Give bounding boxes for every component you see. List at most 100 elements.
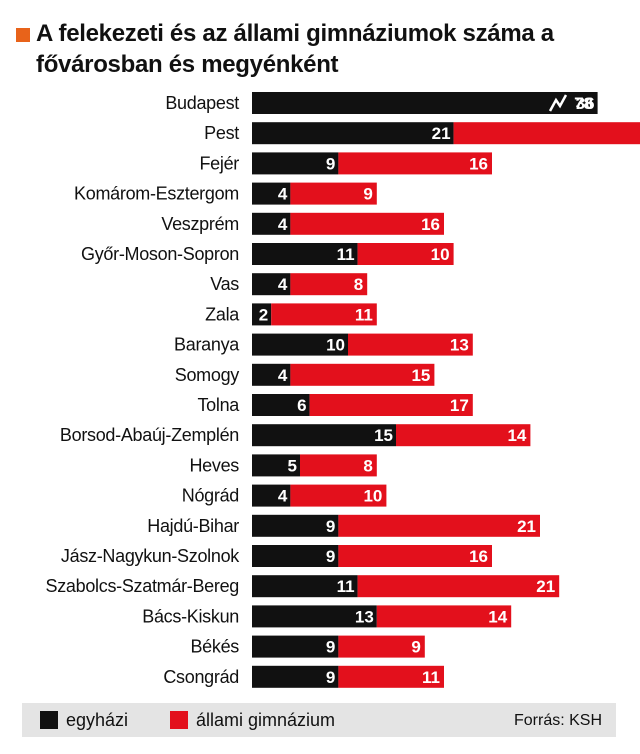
value-church-bacs-kiskun: 13: [355, 607, 374, 626]
bar-state-hajdu-bihar: [338, 514, 540, 537]
value-state-komarom-esztergom: 9: [363, 185, 372, 204]
legend-label-state: állami gimnázium: [196, 709, 336, 730]
title-square-marker: [16, 28, 30, 42]
bar-state-heves: [300, 454, 377, 477]
value-state-borsod-abauj-zemplen: 14: [507, 426, 526, 445]
value-church-budapest: 36: [576, 94, 595, 113]
value-church-somogy: 4: [278, 366, 288, 385]
value-state-tolna: 17: [450, 396, 469, 415]
bar-church-somogy: [252, 363, 291, 386]
bar-church-heves: [252, 454, 300, 477]
bar-state-baranya: [348, 333, 473, 356]
value-church-zala: 2: [259, 305, 268, 324]
value-state-somogy: 15: [411, 366, 430, 385]
bar-state-bacs-kiskun: [376, 605, 512, 628]
value-state-zala: 11: [355, 305, 373, 324]
value-church-vas: 4: [278, 275, 288, 294]
bar-state-tolna: [309, 394, 473, 416]
category-label-bekes: Békés: [190, 637, 239, 657]
bar-church-jasz-nagykun-szolnok: [252, 545, 339, 567]
bar-church-szabolcs-szatmar-bereg: [252, 575, 358, 598]
value-church-fejer: 9: [326, 154, 335, 173]
value-state-heves: 8: [363, 456, 372, 475]
value-church-jasz-nagykun-szolnok: 9: [326, 547, 335, 566]
category-label-vas: Vas: [210, 274, 239, 294]
value-church-veszprem: 4: [278, 215, 288, 234]
bar-state-nograd: [290, 484, 387, 507]
category-label-heves: Heves: [189, 455, 239, 475]
bar-church-fejer: [252, 152, 339, 175]
bar-state-jasz-nagykun-szolnok: [338, 545, 492, 567]
bar-state-borsod-abauj-zemplen: [396, 424, 531, 447]
category-label-pest: Pest: [204, 123, 239, 143]
category-label-tolna: Tolna: [197, 395, 240, 415]
bar-state-fejer: [338, 152, 492, 175]
value-state-baranya: 13: [450, 336, 469, 355]
value-church-bekes: 9: [326, 638, 335, 657]
category-label-komarom-esztergom: Komárom-Esztergom: [74, 184, 239, 204]
category-label-zala: Zala: [205, 304, 240, 324]
category-label-nograd: Nógrád: [182, 486, 239, 506]
bar-church-borsod-abauj-zemplen: [252, 424, 396, 447]
value-church-pest: 21: [432, 124, 451, 143]
chart-title: A felekezeti és az állami gimnáziumok sz…: [36, 20, 554, 78]
value-state-veszprem: 16: [421, 215, 440, 234]
category-label-fejer: Fejér: [199, 153, 239, 173]
value-church-gyor-moson-sopron: 11: [337, 245, 355, 264]
bar-state-somogy: [290, 363, 435, 386]
value-church-csongrad: 9: [326, 668, 335, 687]
bar-church-veszprem: [252, 212, 291, 235]
value-state-budapest: 78: [574, 94, 593, 113]
category-label-bacs-kiskun: Bács-Kiskun: [142, 606, 239, 626]
value-state-jasz-nagykun-szolnok: 16: [469, 547, 488, 566]
legend-swatch-state: [170, 711, 188, 729]
bar-church-bacs-kiskun: [252, 605, 377, 628]
legend-swatch-church: [40, 711, 58, 729]
legend-label-church: egyházi: [66, 709, 129, 730]
bar-church-tolna: [252, 394, 310, 416]
bar-church-gyor-moson-sopron: [252, 243, 358, 265]
bar-church-komarom-esztergom: [252, 182, 291, 205]
bar-state-bekes: [338, 635, 425, 658]
bar-state-zala: [271, 303, 377, 326]
category-label-baranya: Baranya: [174, 335, 240, 355]
bar-church-vas: [252, 273, 291, 296]
bar-church-hajdu-bihar: [252, 514, 339, 537]
axis-break-mark: [548, 94, 568, 112]
value-church-baranya: 10: [326, 336, 345, 355]
category-label-szabolcs-szatmar-bereg: Szabolcs-Szatmár-Bereg: [46, 576, 239, 596]
bar-state-gyor-moson-sopron: [357, 243, 454, 265]
legend-bar: egyházi állami gimnázium Forrás: KSH: [22, 703, 616, 737]
legend-item-church: egyházi: [40, 710, 128, 730]
bar-church-budapest: [252, 92, 598, 114]
bar-state-pest: [453, 122, 640, 145]
value-church-heves: 5: [288, 456, 297, 475]
bar-church-csongrad: [252, 665, 339, 688]
category-label-csongrad: Csongrád: [163, 667, 239, 687]
value-church-nograd: 4: [278, 487, 288, 506]
value-state-nograd: 10: [363, 487, 382, 506]
bar-church-nograd: [252, 484, 291, 507]
value-church-tolna: 6: [297, 396, 306, 415]
bar-church-baranya: [252, 333, 348, 356]
bar-state-komarom-esztergom: [290, 182, 377, 205]
value-state-szabolcs-szatmar-bereg: 21: [536, 577, 555, 596]
value-church-borsod-abauj-zemplen: 15: [374, 426, 393, 445]
bar-state-szabolcs-szatmar-bereg: [357, 575, 560, 598]
bar-state-vas: [290, 273, 368, 296]
bar-church-zala: [252, 303, 272, 326]
category-label-budapest: Budapest: [165, 93, 239, 113]
value-state-vas: 8: [354, 275, 363, 294]
value-state-bekes: 9: [411, 638, 420, 657]
value-state-gyor-moson-sopron: 10: [431, 245, 450, 264]
bar-church-pest: [252, 122, 454, 145]
value-state-fejer: 16: [469, 154, 488, 173]
category-label-somogy: Somogy: [175, 365, 240, 385]
bar-state-veszprem: [290, 212, 444, 235]
value-state-csongrad: 11: [422, 668, 440, 687]
category-label-jasz-nagykun-szolnok: Jász-Nagykun-Szolnok: [61, 546, 240, 566]
value-church-hajdu-bihar: 9: [326, 517, 335, 536]
category-label-borsod-abauj-zemplen: Borsod-Abaúj-Zemplén: [60, 425, 239, 445]
bar-state-csongrad: [338, 665, 444, 688]
